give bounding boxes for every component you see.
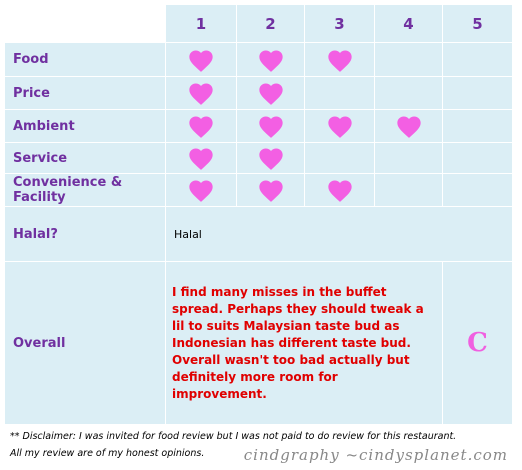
heart bbox=[258, 148, 283, 170]
rating-cell bbox=[375, 77, 442, 109]
heart bbox=[258, 50, 283, 72]
heart bbox=[189, 148, 213, 170]
row-label: Ambient bbox=[5, 110, 165, 142]
rating-cell bbox=[305, 143, 374, 173]
column-header: 3 bbox=[305, 5, 374, 42]
column-header: 1 bbox=[166, 5, 236, 42]
note: All my review are of my honest opinions. bbox=[10, 448, 205, 459]
rating-cell bbox=[443, 143, 512, 173]
row-label: Service bbox=[5, 143, 165, 173]
row-label-text: Ambient bbox=[13, 118, 75, 134]
row-label: Overall bbox=[5, 262, 165, 424]
rating-cell bbox=[375, 43, 442, 76]
heart bbox=[396, 116, 421, 138]
row-label-text: Halal? bbox=[13, 226, 58, 242]
grade-text: C bbox=[467, 328, 488, 358]
overall-text: I find many misses in the buffet spread.… bbox=[166, 262, 442, 424]
heart bbox=[327, 116, 352, 138]
heart bbox=[327, 180, 352, 202]
heart bbox=[189, 83, 213, 105]
rating-cell bbox=[305, 77, 374, 109]
column-header-text: 5 bbox=[472, 14, 483, 33]
column-header-text: 1 bbox=[195, 14, 207, 33]
row-label-text: Overall bbox=[13, 335, 66, 351]
row-label-text: Food bbox=[13, 52, 49, 67]
rating-cell bbox=[443, 43, 512, 76]
row-label: Price bbox=[5, 77, 165, 109]
heart bbox=[258, 180, 283, 202]
rating-cell bbox=[443, 110, 512, 142]
row-label: Halal? bbox=[5, 207, 165, 261]
grade: C bbox=[443, 262, 512, 424]
rating-cell bbox=[443, 77, 512, 109]
heart bbox=[189, 116, 213, 138]
rating-cell bbox=[443, 174, 512, 206]
column-header-text: 4 bbox=[403, 14, 414, 33]
rating-cell bbox=[375, 143, 442, 173]
row-label-text: Price bbox=[13, 85, 50, 101]
overall-text-text: I find many misses in the buffet spread.… bbox=[172, 284, 424, 401]
row-label: Food bbox=[5, 43, 165, 76]
rating-cell bbox=[375, 174, 442, 206]
column-header-text: 3 bbox=[334, 14, 345, 33]
row-label-text: Service bbox=[13, 150, 68, 166]
row-label: Convenience & Facility bbox=[5, 174, 165, 206]
heart bbox=[189, 180, 213, 202]
column-header: 5 bbox=[443, 5, 512, 42]
heart bbox=[258, 83, 283, 105]
column-header: 4 bbox=[375, 5, 442, 42]
heart bbox=[189, 50, 213, 72]
halal-value: Halal bbox=[166, 207, 512, 261]
heart bbox=[327, 50, 352, 72]
halal-value-text: Halal bbox=[174, 227, 202, 241]
column-header-text: 2 bbox=[265, 14, 276, 33]
disclaimer: ** Disclaimer: I was invited for food re… bbox=[10, 431, 457, 442]
row-label-text: Convenience & Facility bbox=[13, 175, 123, 205]
column-header: 2 bbox=[237, 5, 304, 42]
watermark: cindgraphy ~cindysplanet.com bbox=[243, 446, 508, 464]
heart bbox=[258, 116, 283, 138]
